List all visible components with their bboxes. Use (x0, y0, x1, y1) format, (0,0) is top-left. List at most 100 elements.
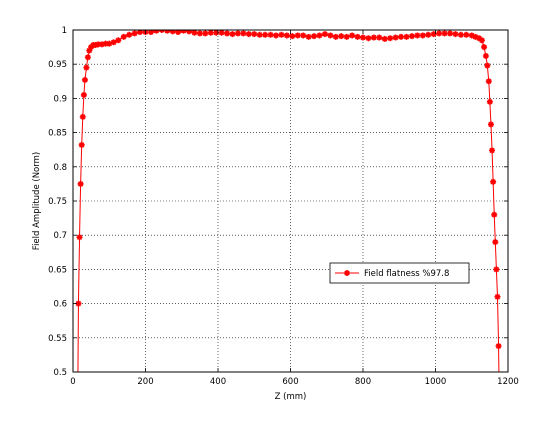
data-point-dot (493, 240, 498, 244)
grid-lines (73, 30, 508, 372)
data-point-dot (181, 30, 186, 33)
data-point-dot (127, 32, 131, 37)
data-point-dot (355, 35, 360, 39)
data-point-dot (377, 35, 382, 40)
data-point-dot (84, 65, 89, 70)
x-tick-label: 1000 (425, 377, 447, 387)
data-point-dot (485, 63, 490, 68)
y-tick-label: 0.75 (48, 197, 67, 207)
data-point-dot (219, 30, 224, 35)
data-point-dot (198, 31, 202, 36)
data-point-dot (79, 143, 84, 147)
data-point-dot (328, 33, 333, 38)
data-point-dot (495, 294, 500, 299)
data-point-dot (170, 30, 175, 34)
data-point-dot (230, 32, 235, 36)
data-point-dot (494, 267, 499, 272)
data-point-dot (87, 48, 92, 53)
data-point-dot (116, 38, 121, 43)
legend-box (329, 262, 470, 284)
data-point-dot (372, 35, 376, 40)
data-point-dot (203, 31, 208, 36)
data-point-dot (410, 34, 414, 38)
data-point-dot (404, 35, 409, 39)
x-tick-label: 200 (137, 377, 153, 387)
data-point-dot (301, 33, 305, 38)
y-tick-label: 0.8 (53, 163, 67, 173)
data-point-dot (241, 31, 246, 36)
x-axis-label: Z (mm) (275, 392, 307, 402)
data-point-dot (78, 182, 83, 186)
y-tick-label: 0.5 (53, 368, 67, 378)
data-point-dot (107, 41, 112, 46)
x-tick-label: 0 (70, 377, 75, 387)
legend-label: Field flatness %97.8 (364, 269, 449, 279)
data-point-dot (83, 78, 87, 82)
series-line (77, 30, 500, 372)
data-point-dot (426, 32, 431, 37)
y-tick-label: 0.9 (53, 94, 67, 104)
data-point-dot (165, 30, 170, 33)
data-point-dot (431, 32, 436, 36)
x-tick-label: 800 (355, 377, 371, 387)
series-group (75, 30, 502, 372)
data-point-dot (208, 30, 213, 35)
legend-marker-star (344, 270, 350, 276)
series-layer (75, 30, 502, 372)
data-point-dot (453, 32, 458, 36)
data-point-dot (187, 30, 191, 34)
y-tick-label: 0.55 (48, 334, 67, 344)
data-point-dot (236, 31, 240, 36)
data-point-dot (464, 32, 469, 37)
data-point-dot (154, 30, 159, 33)
data-point-dot (138, 30, 142, 34)
data-point-dot (274, 33, 278, 38)
data-point-dot (448, 31, 452, 36)
data-point-dot (86, 55, 90, 60)
y-tick-label: 0.85 (48, 129, 67, 139)
data-point-dot (442, 31, 447, 36)
data-point-dot (121, 35, 126, 39)
data-point-dot (388, 36, 392, 41)
data-point-dot (252, 32, 257, 36)
data-point-dot (490, 148, 494, 153)
data-point-dot (285, 33, 289, 38)
data-point-dot (491, 180, 495, 184)
data-point-dot (214, 30, 218, 35)
data-point-dot (290, 34, 295, 38)
data-point-dot (344, 35, 349, 39)
y-tick-label: 0.65 (48, 265, 67, 275)
data-point-dot (334, 35, 338, 39)
data-point-dot (366, 36, 371, 41)
data-point-dot (279, 32, 284, 37)
data-point-dot (489, 122, 493, 127)
data-point-dot (312, 34, 316, 38)
x-tick-label: 400 (210, 377, 226, 387)
data-point-dot (192, 30, 197, 35)
data-point-dot (257, 32, 262, 37)
y-tick-label: 1 (62, 26, 67, 36)
data-point-dot (393, 35, 398, 40)
legend: Field flatness %97.8 (329, 262, 470, 284)
data-point-dot (492, 212, 497, 217)
y-tick-label: 0.6 (53, 300, 67, 310)
y-tick-label: 0.7 (53, 231, 67, 241)
data-point-dot (421, 33, 425, 38)
data-point-dot (437, 31, 441, 36)
data-point-dot (484, 54, 488, 58)
data-point-dot (415, 33, 420, 38)
data-point-dot (480, 38, 484, 43)
x-tick-label: 1200 (497, 377, 519, 387)
data-point-dot (247, 32, 251, 36)
data-point-dot (459, 32, 463, 37)
data-point-dot (225, 31, 229, 36)
data-point-dot (96, 42, 101, 47)
data-point-dot (76, 301, 81, 306)
data-point-dot (268, 32, 273, 37)
data-point-dot (482, 45, 486, 49)
data-point-dot (111, 40, 116, 45)
data-point-dot (361, 35, 365, 40)
axis-ticks: 0 200 400 600 800 1000 1200 0.5 0.55 0.6 0.65 0.7 0.… (48, 26, 519, 387)
